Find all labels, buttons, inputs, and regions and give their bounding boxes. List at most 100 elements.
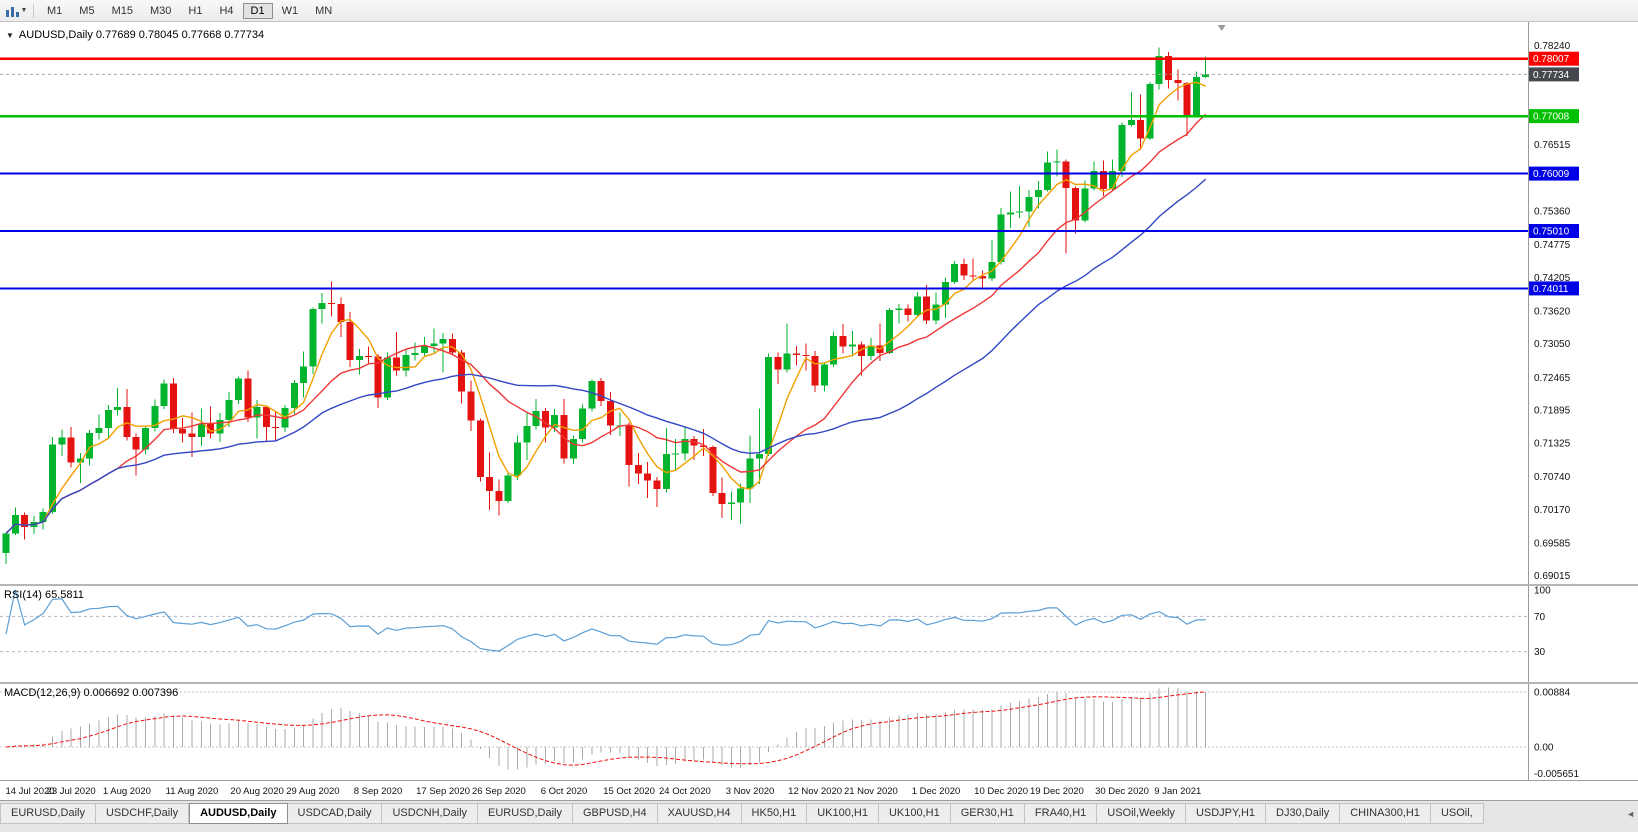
tab-usdjpy-h1[interactable]: USDJPY,H1 — [1185, 803, 1267, 824]
date-label: 1 Aug 2020 — [103, 786, 151, 797]
date-label: 14 Jul 2020 — [5, 786, 54, 797]
tab-hk50-h1[interactable]: HK50,H1 — [741, 803, 808, 824]
tab-usdcnh-daily[interactable]: USDCNH,Daily — [382, 803, 479, 824]
candles — [2, 47, 1210, 564]
price-tick: 0.71895 — [1534, 406, 1571, 417]
svg-text:0.78007: 0.78007 — [1533, 54, 1570, 65]
chart-tabs: EURUSD,Daily USDCHF,Daily AUDUSD,Daily USDC… — [0, 803, 1624, 824]
rsi-chart[interactable]: 100 70 30 — [0, 586, 1638, 682]
price-badge-0.75010: 0.75010 — [1529, 224, 1579, 238]
date-label: 12 Nov 2020 — [788, 786, 842, 797]
date-label: 3 Nov 2020 — [726, 786, 775, 797]
date-label: 10 Dec 2020 — [974, 786, 1028, 797]
tab-uk100-h1[interactable]: UK100,H1 — [878, 803, 951, 824]
chart-tabbar: EURUSD,Daily USDCHF,Daily AUDUSD,Daily USDC… — [0, 800, 1638, 832]
date-label: 8 Sep 2020 — [354, 786, 403, 797]
panel-divider-macd[interactable] — [0, 682, 1638, 684]
tab-usoil-weekly[interactable]: USOil,Weekly — [1097, 803, 1186, 824]
price-badge-0.76009: 0.76009 — [1529, 166, 1579, 181]
price-tick: 0.75360 — [1534, 206, 1571, 217]
date-label: 20 Aug 2020 — [230, 786, 283, 797]
ma-fast-orange — [5, 81, 1206, 534]
macd-axis-tick: -0.005651 — [1534, 769, 1579, 780]
rsi-line — [5, 589, 1206, 652]
timeframe-d1[interactable]: D1 — [242, 2, 273, 19]
price-badge-0.74011: 0.74011 — [1529, 281, 1579, 296]
tab-gbpusd-h4[interactable]: GBPUSD,H4 — [573, 803, 658, 824]
tab-dj30-daily[interactable]: DJ30,Daily — [1266, 803, 1341, 824]
tab-usoil[interactable]: USOil, — [1430, 803, 1484, 824]
chevron-down-icon: ▼ — [20, 7, 28, 14]
tab-ger30-h1[interactable]: GER30,H1 — [950, 803, 1025, 824]
rsi-axis-tick: 100 — [1534, 586, 1551, 597]
timeframe-buttons: M1 M5 M15 M30 H1 H4 D1 W1 MN — [39, 2, 340, 19]
date-label: 21 Nov 2020 — [844, 786, 898, 797]
price-badge-0.78007: 0.78007 — [1529, 51, 1579, 66]
macd-histogram — [14, 687, 1207, 770]
tab-uk100-h1[interactable]: UK100,H1 — [807, 803, 879, 824]
price-tick: 0.71325 — [1534, 438, 1571, 449]
tab-usdchf-daily[interactable]: USDCHF,Daily — [95, 803, 190, 824]
tab-eurusd-daily[interactable]: EURUSD,Daily — [0, 803, 96, 824]
tab-fra40-h1[interactable]: FRA40,H1 — [1024, 803, 1098, 824]
timeframe-w1[interactable]: W1 — [274, 3, 307, 19]
timeframe-toolbar: ▼ M1 M5 M15 M30 H1 H4 D1 W1 MN — [0, 0, 1638, 22]
date-label: 1 Dec 2020 — [912, 786, 961, 797]
date-label: 17 Sep 2020 — [416, 786, 470, 797]
tab-scroll-left-icon[interactable]: ◄ — [1626, 809, 1635, 819]
rsi-axis-tick: 70 — [1534, 612, 1546, 623]
collapse-triangle-icon[interactable]: ▼ — [6, 30, 14, 40]
timeframe-m30[interactable]: M30 — [142, 3, 179, 19]
bar-chart-icon — [5, 6, 19, 17]
timeframe-h4[interactable]: H4 — [211, 3, 241, 19]
main-chart-panel: 0.78007 0.77008 0.76009 0.75010 0.74011 0.777… — [0, 22, 1638, 584]
timeframe-m15[interactable]: M15 — [104, 3, 141, 19]
svg-text:0.74011: 0.74011 — [1533, 284, 1569, 295]
tab-eurusd-daily[interactable]: EURUSD,Daily — [478, 803, 573, 824]
tab-china300-h1[interactable]: CHINA300,H1 — [1340, 803, 1431, 824]
date-label: 19 Dec 2020 — [1030, 786, 1084, 797]
price-tick: 0.76515 — [1534, 140, 1571, 151]
price-tick: 0.73620 — [1534, 306, 1571, 317]
svg-text:0.76009: 0.76009 — [1533, 169, 1570, 180]
date-label: 29 Aug 2020 — [286, 786, 339, 797]
chart-type-icon[interactable]: ▼ — [4, 2, 28, 20]
date-label: 30 Dec 2020 — [1095, 786, 1149, 797]
date-label: 23 Jul 2020 — [47, 786, 96, 797]
toolbar-separator — [33, 3, 34, 18]
price-tick: 0.72465 — [1534, 373, 1571, 384]
chart-shift-marker[interactable] — [1217, 25, 1226, 31]
price-badge-0.77008: 0.77008 — [1529, 109, 1579, 124]
price-tick: 0.74775 — [1534, 240, 1571, 251]
ma-slow-blue — [5, 178, 1207, 534]
svg-text:0.77008: 0.77008 — [1533, 112, 1570, 123]
macd-axis-tick: 0.00884 — [1534, 687, 1571, 698]
tab-xauusd-h4[interactable]: XAUUSD,H4 — [657, 803, 742, 824]
price-tick: 0.73050 — [1534, 339, 1571, 350]
date-label: 26 Sep 2020 — [472, 786, 526, 797]
date-label: 6 Oct 2020 — [541, 786, 587, 797]
rsi-axis-tick: 30 — [1534, 647, 1546, 658]
rsi-panel: 100 70 30 RSI(14) 65.5811 — [0, 586, 1638, 682]
date-label: 24 Oct 2020 — [659, 786, 711, 797]
ma-mid-red — [5, 113, 1207, 534]
tab-audusd-daily[interactable]: AUDUSD,Daily — [189, 803, 288, 824]
price-tick: 0.69585 — [1534, 538, 1571, 549]
svg-text:0.77734: 0.77734 — [1533, 70, 1570, 81]
timeframe-m5[interactable]: M5 — [71, 3, 102, 19]
timeframe-m1[interactable]: M1 — [39, 3, 70, 19]
price-tick: 0.70170 — [1534, 505, 1571, 516]
macd-chart[interactable]: 0.00884 0.00 -0.005651 — [0, 684, 1638, 780]
date-label: 15 Oct 2020 — [603, 786, 655, 797]
timeframe-h1[interactable]: H1 — [180, 3, 210, 19]
svg-text:0.75010: 0.75010 — [1533, 227, 1570, 238]
macd-axis-tick: 0.00 — [1534, 743, 1554, 754]
panel-divider-rsi[interactable] — [0, 584, 1638, 586]
macd-panel: 0.00884 0.00 -0.005651 MACD(12,26,9) 0.006… — [0, 684, 1638, 780]
main-chart[interactable]: 0.78007 0.77008 0.76009 0.75010 0.74011 0.777… — [0, 22, 1638, 584]
tab-usdcad-daily[interactable]: USDCAD,Daily — [287, 803, 383, 824]
date-label: 11 Aug 2020 — [166, 786, 219, 797]
timeframe-mn[interactable]: MN — [307, 3, 340, 19]
